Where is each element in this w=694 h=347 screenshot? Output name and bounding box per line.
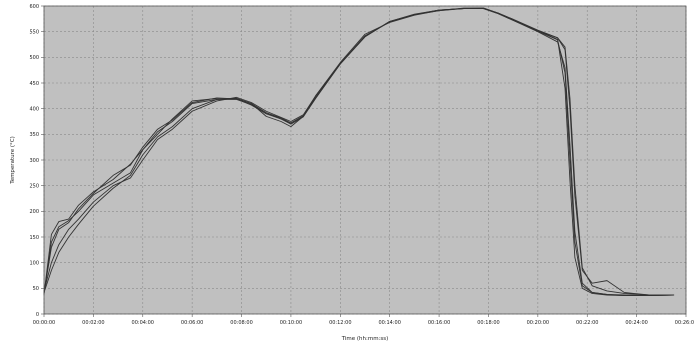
x-tick-label: 00:00:00 — [33, 320, 55, 326]
x-tick-label: 00:14:00 — [378, 320, 400, 326]
x-tick-label: 00:02:00 — [82, 320, 104, 326]
x-tick-label: 00:06:00 — [181, 320, 203, 326]
y-tick-label: 200 — [29, 209, 39, 215]
y-axis-label: Temperature (°C) — [10, 136, 16, 184]
x-tick-label: 00:16:00 — [428, 320, 450, 326]
y-tick-label: 450 — [29, 81, 39, 87]
x-tick-label: 00:18:00 — [477, 320, 499, 326]
x-axis-label: Time (hh:mm:ss) — [341, 336, 389, 342]
series-line-2 — [43, 7, 675, 296]
y-tick-label: 550 — [29, 29, 39, 35]
y-tick-label: 500 — [29, 55, 39, 61]
y-tick-label: 400 — [29, 106, 39, 112]
series-line-5 — [43, 8, 675, 296]
x-tick-label: 00:12:00 — [329, 320, 351, 326]
x-tick-label: 00:20:00 — [527, 320, 549, 326]
y-tick-label: 50 — [33, 286, 39, 292]
y-tick-label: 250 — [29, 183, 39, 189]
x-tick-label: 00:26:00 — [675, 320, 694, 326]
y-tick-label: 600 — [29, 4, 39, 10]
y-axis-ticks: 0 50 100 150 200 250 300 350 400 450 500 550 600 — [29, 4, 44, 318]
x-axis-ticks: 00:00:00 00:02:00 00:04:00 00:06:00 00:08:00… — [33, 314, 694, 326]
x-tick-label: 00:22:00 — [576, 320, 598, 326]
y-tick-label: 0 — [36, 312, 39, 318]
y-tick-label: 150 — [29, 235, 39, 241]
series-lines — [43, 7, 675, 296]
series-line-4 — [43, 7, 675, 296]
x-tick-label: 00:10:00 — [280, 320, 302, 326]
y-tick-label: 350 — [29, 132, 39, 138]
x-tick-label: 00:08:00 — [230, 320, 252, 326]
x-tick-label: 00:24:00 — [625, 320, 647, 326]
y-tick-label: 100 — [29, 260, 39, 266]
y-tick-label: 300 — [29, 158, 39, 164]
x-tick-label: 00:04:00 — [132, 320, 154, 326]
